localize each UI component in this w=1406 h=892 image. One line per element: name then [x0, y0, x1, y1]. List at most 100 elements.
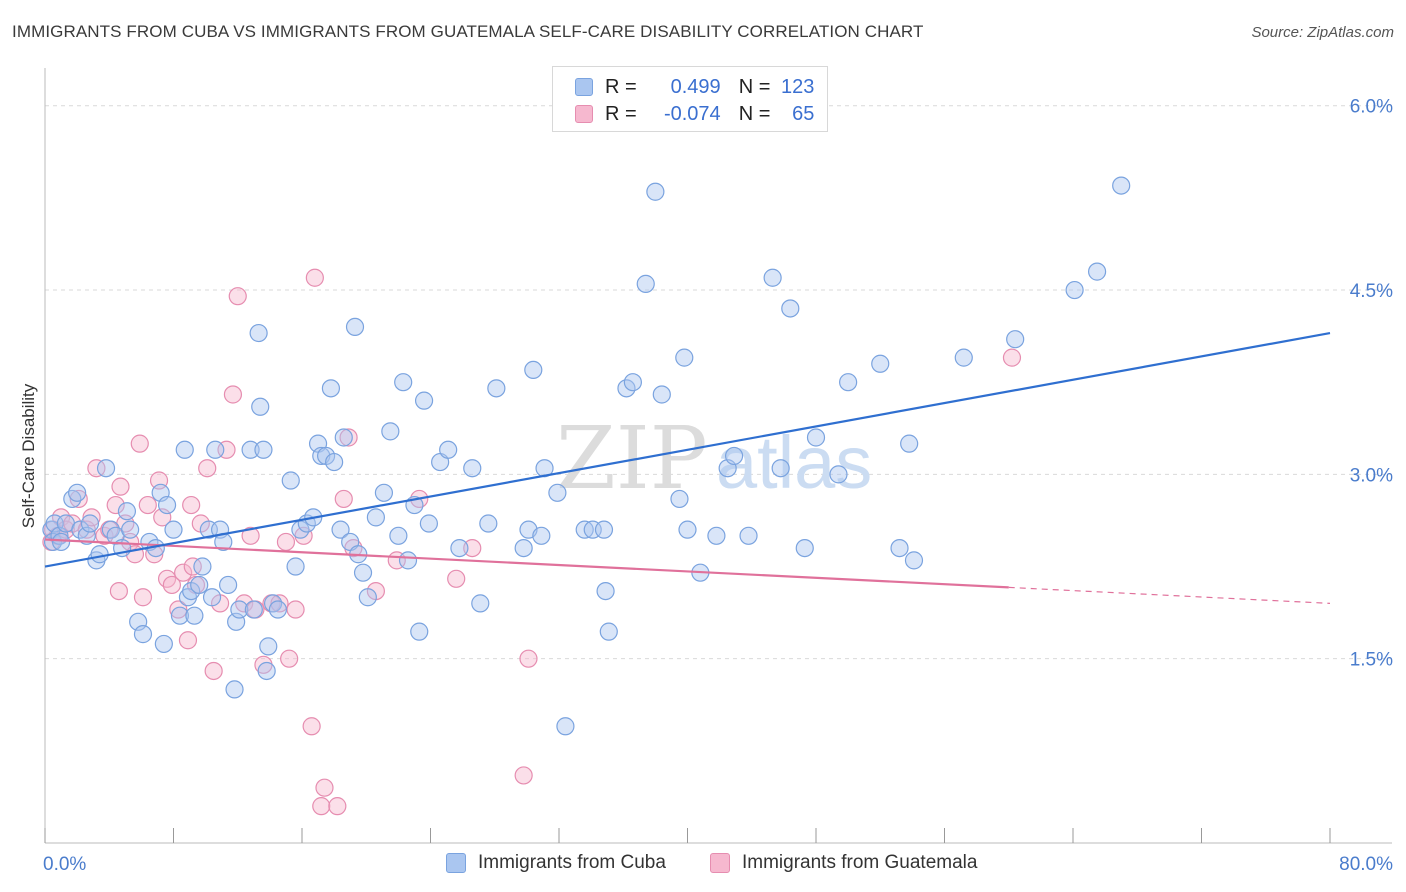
data-point-cuba [230, 600, 249, 619]
legend-swatch-guatemala [710, 853, 730, 873]
data-point-cuba [646, 182, 665, 201]
data-point-guatemala [447, 569, 466, 588]
data-point-cuba [268, 600, 288, 619]
data-point-guatemala [106, 495, 125, 515]
data-point-cuba [117, 502, 137, 521]
data-point-cuba [670, 489, 689, 509]
legend-r-label: R = [605, 75, 637, 98]
data-point-cuba [190, 575, 209, 595]
data-point-cuba [175, 440, 194, 459]
data-point-guatemala [133, 588, 153, 607]
y-axis-label: Self-Care Disability [19, 383, 38, 528]
data-point-cuba [439, 440, 458, 459]
data-point-guatemala [130, 434, 149, 453]
data-point-cuba [596, 581, 615, 601]
data-point-cuba [366, 508, 385, 527]
y-tick-label: 4.5% [1350, 281, 1393, 302]
x-tick-label: 80.0% [1339, 854, 1393, 875]
data-point-guatemala [514, 766, 533, 785]
data-point-guatemala [228, 287, 247, 306]
data-point-cuba [450, 538, 469, 558]
data-point-cuba [90, 545, 109, 564]
data-point-cuba [358, 588, 377, 607]
data-point-cuba [871, 354, 890, 373]
data-point-cuba [514, 538, 533, 558]
data-point-cuba [206, 440, 225, 459]
data-point-cuba [394, 373, 413, 392]
data-point-cuba [251, 397, 270, 416]
data-point-guatemala [286, 600, 305, 619]
data-point-cuba [254, 440, 273, 459]
data-point-cuba [829, 465, 848, 484]
legend-r-label: R = [605, 102, 637, 125]
data-point-cuba [170, 606, 190, 625]
x-tick-label: 0.0% [43, 854, 86, 875]
data-point-guatemala [270, 594, 289, 613]
legend-row-guatemala: R = -0.074 N = 65 [575, 100, 814, 128]
data-point-cuba [781, 299, 800, 318]
data-point-cuba [249, 323, 268, 343]
data-point-guatemala [87, 459, 106, 478]
data-point-guatemala [312, 797, 331, 816]
data-point-cuba [594, 520, 614, 539]
data-point-cuba [479, 514, 498, 533]
data-point-cuba [419, 514, 438, 533]
axes [44, 68, 1392, 844]
legend-item-guatemala: Immigrants from Guatemala [710, 852, 977, 874]
data-point-cuba [263, 594, 283, 613]
y-tick-label: 3.0% [1350, 465, 1393, 486]
data-point-cuba [257, 661, 276, 681]
data-point-cuba [241, 440, 260, 459]
data-point-cuba [471, 594, 490, 613]
data-point-cuba [63, 489, 82, 509]
data-point-cuba [244, 600, 263, 619]
data-point-cuba [281, 471, 300, 490]
data-point-cuba [532, 526, 551, 545]
data-point-cuba [410, 622, 429, 641]
data-point-cuba [345, 317, 365, 337]
data-point-guatemala [328, 797, 347, 816]
data-point-cuba [739, 526, 758, 545]
data-point-guatemala [69, 489, 88, 509]
y-tick-label: 1.5% [1350, 650, 1393, 671]
data-point-cuba [487, 379, 506, 398]
gridlines [45, 105, 1392, 660]
data-point-cuba [675, 348, 694, 367]
data-point-cuba [724, 446, 744, 466]
data-point-cuba [1112, 176, 1131, 195]
data-point-cuba [334, 428, 353, 447]
data-point-cuba [900, 434, 919, 453]
legend-swatch-cuba [446, 853, 466, 873]
series-legend: Immigrants from Cuba Immigrants from Gua… [0, 852, 1406, 878]
trend-lines [44, 331, 1331, 604]
data-point-guatemala [302, 717, 321, 736]
data-point-guatemala [182, 495, 201, 515]
trend-line-guatemala [44, 538, 1009, 589]
data-point-cuba [771, 459, 790, 478]
data-point-guatemala [138, 495, 157, 515]
legend-n-value: 123 [781, 75, 815, 98]
series-guatemala [42, 268, 1022, 816]
data-point-cuba [890, 538, 909, 558]
tick-labels: 1.5% 3.0% 4.5% 6.0% 0.0% 80.0% [43, 97, 1393, 875]
data-point-cuba [707, 526, 726, 545]
data-point-cuba [374, 483, 394, 502]
data-point-cuba [325, 452, 344, 472]
legend-item-cuba: Immigrants from Cuba [446, 852, 666, 874]
legend-r-value: 0.499 [670, 75, 721, 98]
chart-source: Source: ZipAtlas.com [1251, 24, 1394, 41]
data-point-cuba [259, 637, 278, 656]
data-point-guatemala [178, 631, 198, 650]
data-point-cuba [121, 520, 140, 539]
legend-n-label: N = [738, 102, 771, 125]
data-point-guatemala [82, 508, 101, 527]
data-point-cuba [202, 588, 222, 607]
data-point-cuba [96, 459, 116, 478]
data-point-cuba [331, 520, 350, 539]
data-point-cuba [556, 717, 575, 736]
data-point-guatemala [334, 489, 353, 509]
data-point-guatemala [183, 557, 202, 576]
data-point-cuba [80, 514, 100, 533]
legend-n-value: 65 [792, 102, 815, 125]
